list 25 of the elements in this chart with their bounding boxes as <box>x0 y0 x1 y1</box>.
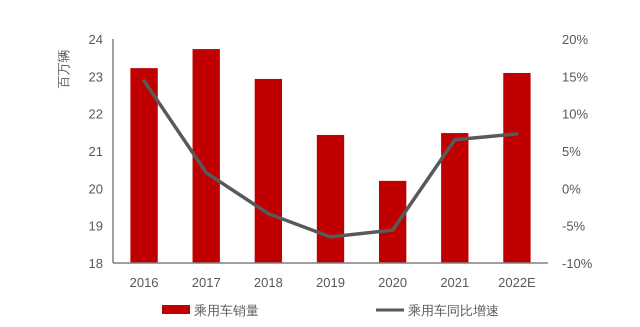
x-tick-label: 2020 <box>378 275 408 290</box>
y-tick-label: 19 <box>88 218 103 234</box>
y2-tick-label: 15% <box>562 69 588 84</box>
x-tick-label: 2022E <box>498 275 536 290</box>
y2-tick-label: 5% <box>562 144 582 159</box>
y-axis-title: 百万辆 <box>56 50 71 88</box>
y-tick-label: 22 <box>88 106 103 122</box>
line-series <box>142 79 519 239</box>
y2-tick-label: -10% <box>562 256 593 271</box>
x-tick-label: 2021 <box>440 275 470 290</box>
y2-tick-label: 20% <box>562 32 588 47</box>
x-tick-label: 2016 <box>130 275 159 290</box>
y-tick-label: 23 <box>88 69 103 84</box>
legend-label: 乘用车销量 <box>194 303 259 318</box>
y-tick-label: 24 <box>88 32 103 47</box>
x-tick-label: 2018 <box>254 275 283 290</box>
y2-tick-label: 0% <box>562 181 582 196</box>
y-tick-label: 20 <box>88 181 103 196</box>
legend-label: 乘用车同比增速 <box>408 303 499 318</box>
y-tick-label: 18 <box>88 256 103 271</box>
x-tick-label: 2017 <box>192 275 221 290</box>
y2-tick-label: -5% <box>562 218 586 234</box>
y-tick-label: 21 <box>88 144 103 159</box>
y2-tick-label: 10% <box>562 106 588 122</box>
x-tick-label: 2019 <box>316 275 345 290</box>
